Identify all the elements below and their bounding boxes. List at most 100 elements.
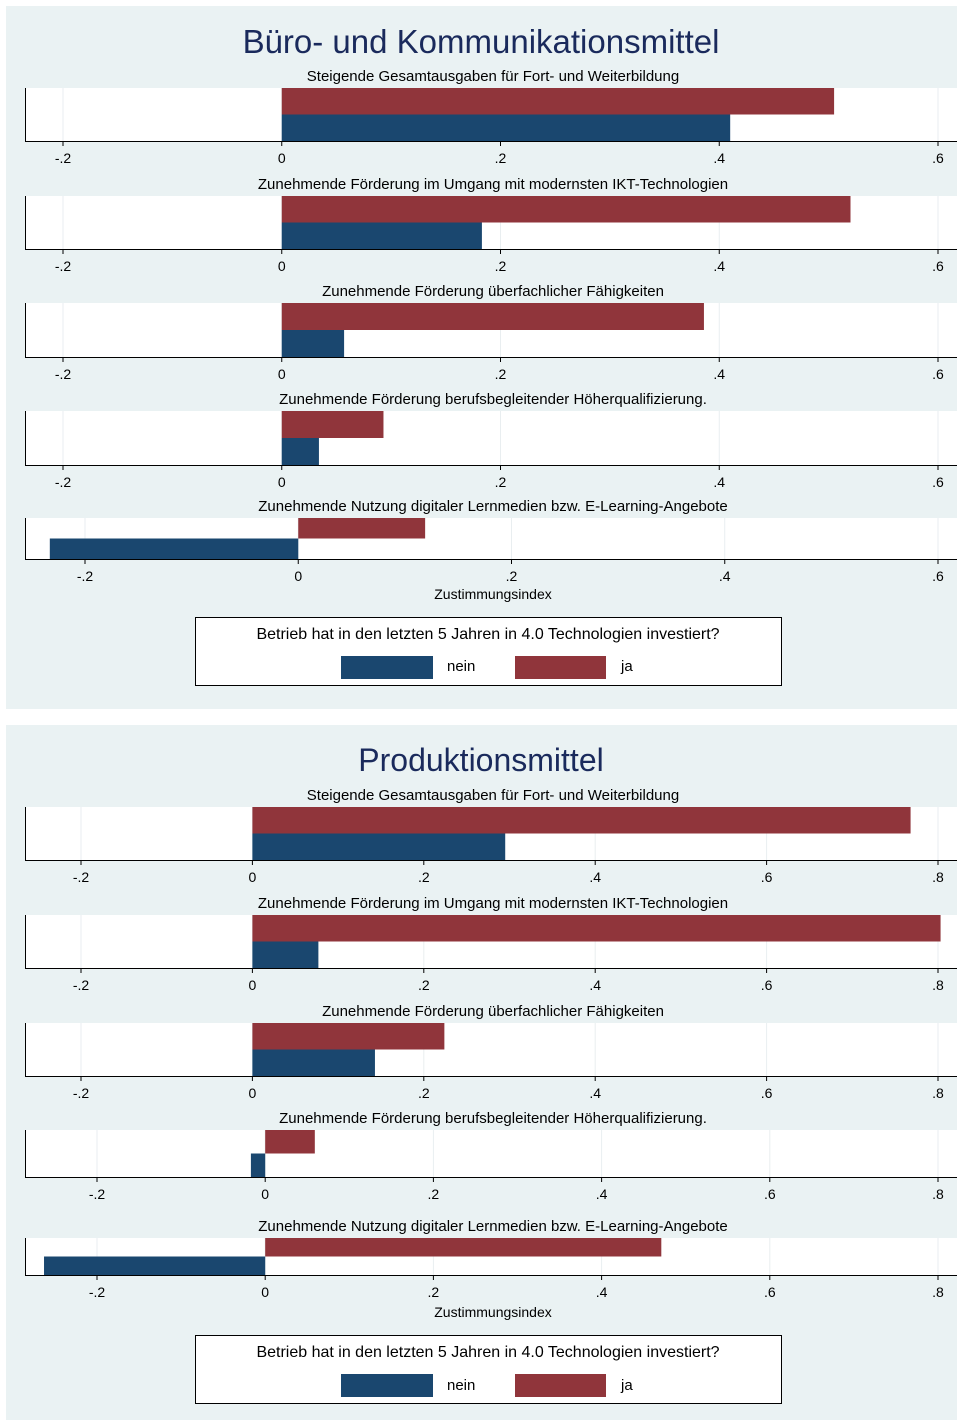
subplot: Steigende Gesamtausgaben für Fort- und W… <box>25 787 957 885</box>
x-tick-label: .2 <box>418 869 430 885</box>
bar-ja <box>281 411 384 438</box>
x-axis-label: Zustimmungsindex <box>434 1304 552 1320</box>
x-tick-label: .4 <box>596 1284 608 1300</box>
x-tick-label: -.2 <box>55 150 72 166</box>
chart-svg-bueromittel: Büro- und Kommunikationsmittel Steigende … <box>25 23 957 686</box>
bar-ja <box>281 88 835 115</box>
legend-title: Betrieb hat in den letzten 5 Jahren in 4… <box>256 1344 719 1361</box>
x-tick-label: 0 <box>278 150 286 166</box>
bar-nein <box>281 222 482 249</box>
plot-area <box>25 1023 957 1076</box>
x-tick-label: .4 <box>713 366 725 382</box>
x-axis-label: Zustimmungsindex <box>434 586 552 602</box>
subplot: Zunehmende Förderung überfachlicher Fähi… <box>25 1003 957 1101</box>
chart-title: Büro- und Kommunikationsmittel <box>243 23 720 60</box>
subplot: Steigende Gesamtausgaben für Fort- und W… <box>25 68 957 166</box>
x-tick-label: .4 <box>589 1085 601 1101</box>
x-tick-label: .8 <box>932 1186 944 1202</box>
bar-ja <box>298 518 426 539</box>
plot-area <box>25 411 957 465</box>
subplot-title: Zunehmende Förderung überfachlicher Fähi… <box>322 1003 664 1020</box>
x-tick-label: -.2 <box>89 1186 106 1202</box>
legend-swatch-ja <box>515 1374 606 1397</box>
x-tick-label: .4 <box>596 1186 608 1202</box>
x-tick-label: .4 <box>713 150 725 166</box>
x-tick-label: .8 <box>932 869 944 885</box>
x-tick-label: -.2 <box>73 869 90 885</box>
subplot-title: Zunehmende Förderung überfachlicher Fähi… <box>322 283 664 300</box>
x-tick-label: .2 <box>428 1186 440 1202</box>
legend-title: Betrieb hat in den letzten 5 Jahren in 4… <box>256 626 719 643</box>
chart-svg-produktionsmittel: Produktionsmittel Steigende Gesamtausgabe… <box>25 742 957 1404</box>
bar-ja <box>265 1130 315 1154</box>
plot-area <box>25 1130 957 1177</box>
x-tick-label: .2 <box>495 474 507 490</box>
subplot-title: Zunehmende Förderung im Umgang mit moder… <box>258 895 728 912</box>
x-tick-label: -.2 <box>55 258 72 274</box>
subplot-title: Zunehmende Nutzung digitaler Lernmedien … <box>258 498 727 515</box>
x-tick-label: .4 <box>589 869 601 885</box>
bar-nein <box>281 438 319 465</box>
x-tick-label: 0 <box>249 977 257 993</box>
x-tick-label: .2 <box>506 568 518 584</box>
legend-swatch-ja <box>515 656 606 679</box>
subplot: Zunehmende Förderung im Umgang mit moder… <box>25 176 957 274</box>
legend-label-nein: nein <box>447 658 475 675</box>
x-tick-label: 0 <box>278 474 286 490</box>
bar-nein <box>252 941 319 968</box>
legend: Betrieb hat in den letzten 5 Jahren in 4… <box>195 617 782 686</box>
x-tick-label: .6 <box>764 1284 776 1300</box>
bar-nein <box>49 538 299 559</box>
subplot-title: Steigende Gesamtausgaben für Fort- und W… <box>307 68 679 85</box>
x-tick-label: .4 <box>713 474 725 490</box>
legend-label-ja: ja <box>620 658 633 675</box>
bar-ja <box>252 915 941 942</box>
subplot-title: Steigende Gesamtausgaben für Fort- und W… <box>307 787 679 804</box>
bar-nein <box>250 1153 266 1177</box>
x-tick-label: .6 <box>761 1085 773 1101</box>
legend-label-ja: ja <box>620 1377 633 1394</box>
bar-nein <box>281 330 345 357</box>
x-tick-label: -.2 <box>89 1284 106 1300</box>
subplot-title: Zunehmende Förderung berufsbegleitender … <box>279 1110 707 1127</box>
x-tick-label: .4 <box>713 258 725 274</box>
x-tick-label: .2 <box>495 150 507 166</box>
x-tick-label: .6 <box>764 1186 776 1202</box>
x-tick-label: .4 <box>589 977 601 993</box>
bar-nein <box>281 114 731 141</box>
legend: Betrieb hat in den letzten 5 Jahren in 4… <box>195 1335 782 1404</box>
bar-nein <box>252 833 506 860</box>
legend-box <box>195 617 782 686</box>
x-tick-label: .2 <box>418 1085 430 1101</box>
x-tick-label: .6 <box>932 366 944 382</box>
x-tick-label: .4 <box>719 568 731 584</box>
legend-swatch-nein <box>341 1374 433 1397</box>
bar-nein <box>252 1049 375 1076</box>
subplot: Zunehmende Förderung berufsbegleitender … <box>25 1110 957 1202</box>
x-tick-label: 0 <box>249 869 257 885</box>
subplot-title: Zunehmende Förderung berufsbegleitender … <box>279 391 707 408</box>
x-tick-label: .6 <box>761 977 773 993</box>
legend-swatch-nein <box>341 656 433 679</box>
chart-title: Produktionsmittel <box>358 742 603 778</box>
x-tick-label: .8 <box>932 977 944 993</box>
bar-ja <box>252 1023 445 1050</box>
x-tick-label: -.2 <box>73 1085 90 1101</box>
legend-label-nein: nein <box>447 1377 475 1394</box>
x-tick-label: .2 <box>495 258 507 274</box>
x-tick-label: .6 <box>932 474 944 490</box>
x-tick-label: -.2 <box>77 568 94 584</box>
x-tick-label: .6 <box>761 869 773 885</box>
x-tick-label: -.2 <box>73 977 90 993</box>
x-tick-label: .6 <box>932 150 944 166</box>
x-tick-label: 0 <box>278 258 286 274</box>
subplot: Zunehmende Förderung berufsbegleitender … <box>25 391 957 490</box>
legend-box <box>195 1335 782 1404</box>
x-tick-label: .2 <box>495 366 507 382</box>
bar-ja <box>281 196 851 223</box>
x-tick-label: 0 <box>261 1284 269 1300</box>
bar-ja <box>252 807 911 834</box>
subplot-title: Zunehmende Nutzung digitaler Lernmedien … <box>258 1218 727 1235</box>
x-tick-label: 0 <box>294 568 302 584</box>
subplot: Zunehmende Förderung überfachlicher Fähi… <box>25 283 957 382</box>
